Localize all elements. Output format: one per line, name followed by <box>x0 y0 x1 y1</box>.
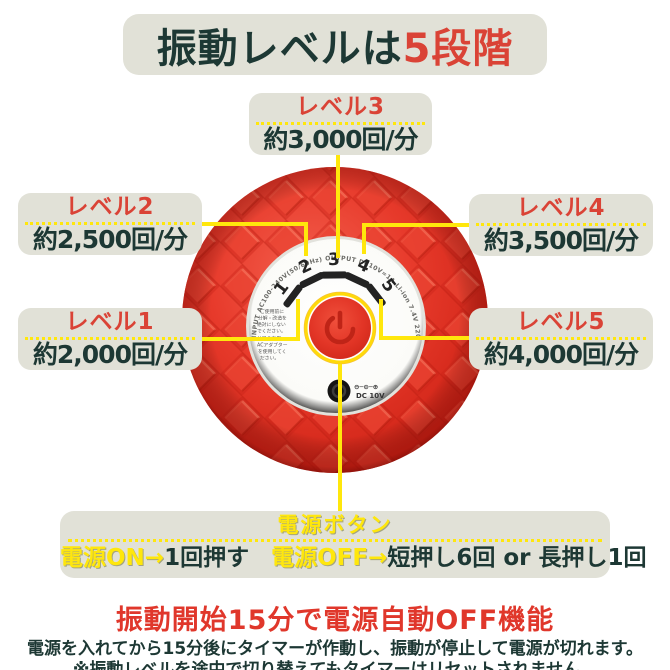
power-icon <box>324 310 356 345</box>
warning-line: 絶対にしない <box>257 321 286 328</box>
warning-line: ださい。 <box>260 355 279 362</box>
level-3-value: 約3,000回/分 <box>263 125 418 154</box>
divider <box>68 539 602 542</box>
level-1-value: 約2,000回/分 <box>32 340 188 369</box>
warning-line: を使用してく <box>258 348 287 355</box>
dial-tick-3 <box>320 271 348 279</box>
power-on-value: 1回押す <box>164 545 250 571</box>
banner-highlight: 5段階 <box>402 25 514 72</box>
divider <box>25 337 195 340</box>
warning-line: でください。 <box>257 328 286 335</box>
auto-off-description: 電源を入れてから15分後にタイマーが作動し、振動が停止して電源が切れます。 <box>27 639 643 659</box>
divider <box>476 337 646 340</box>
power-button <box>303 291 377 365</box>
level-2-label: レベル2 <box>65 194 155 220</box>
power-ring <box>304 292 376 364</box>
auto-off-headline: 振動開始15分で電源自動OFF機能 <box>115 605 555 636</box>
divider <box>25 222 195 225</box>
banner-text: 振動レベルは <box>156 25 403 72</box>
warning-line: ACアダプター <box>257 342 288 349</box>
power-box-title: 電源ボタン <box>277 513 393 537</box>
level-5-label: レベル5 <box>516 309 606 335</box>
level-2-value: 約2,500回/分 <box>32 225 188 254</box>
dial-tick-4 <box>344 272 370 288</box>
level-1-label: レベル1 <box>65 309 155 335</box>
warning-line: ご使用前に <box>260 308 284 315</box>
callout-lines <box>200 154 470 513</box>
level-4-callout: レベル4 約3,500回/分 <box>469 194 653 256</box>
power-on-key: 電源ON→ <box>60 545 165 571</box>
callout-line-level-1 <box>200 299 300 341</box>
callout-line-level-4 <box>362 223 470 254</box>
auto-off-note: ※振動レベルを途中で切り替えてもタイマーはリセットされません。 <box>72 660 598 670</box>
power-button-callout: 電源ボタン 電源ON→1回押す 電源OFF→短押し6回 or 長押し1回 <box>60 511 647 578</box>
divider <box>256 122 425 125</box>
callout-line-level-5 <box>379 299 470 340</box>
dial-tick-1 <box>283 284 303 308</box>
level-5-value: 約4,000回/分 <box>483 340 639 369</box>
banner: 振動レベルは 5段階 <box>123 14 547 75</box>
divider <box>476 223 646 226</box>
dial-tick-2 <box>299 271 325 289</box>
power-off-value: 短押し6回 or 長押し1回 <box>387 545 647 571</box>
level-3-callout: レベル3 約3,000回/分 <box>249 93 432 155</box>
level-2-callout: レベル2 約2,500回/分 <box>18 193 202 255</box>
level-3-label: レベル3 <box>295 94 385 120</box>
warning-line: 分解・改造を <box>258 315 287 322</box>
power-instructions: 電源ON→1回押す 電源OFF→短押し6回 or 長押し1回 <box>60 542 647 575</box>
callout-line-level-2 <box>200 222 308 256</box>
level-4-value: 約3,500回/分 <box>483 226 639 255</box>
jack-polarity-label: ⊖─⊙─⊕ <box>354 383 378 391</box>
level-4-label: レベル4 <box>516 195 606 221</box>
level-5-callout: レベル5 約4,000回/分 <box>469 308 653 370</box>
level-1-callout: レベル1 約2,000回/分 <box>18 308 202 370</box>
jack-voltage-label: DC 10V <box>356 392 385 400</box>
power-off-key: 電源OFF→ <box>271 545 388 571</box>
